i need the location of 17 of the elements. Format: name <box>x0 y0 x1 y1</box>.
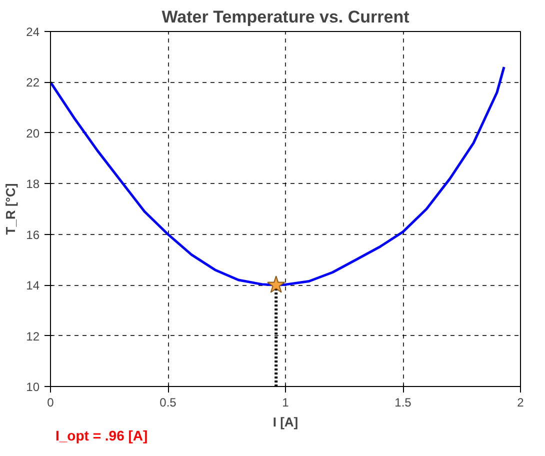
x-tick-label: 0 <box>47 396 54 410</box>
x-axis-title: I [A] <box>272 414 298 430</box>
y-tick-label: 12 <box>26 329 40 344</box>
y-tick-label: 16 <box>26 228 40 242</box>
y-tick-label: 24 <box>26 25 40 39</box>
y-tick-label: 18 <box>26 177 40 192</box>
y-tick-label: 14 <box>26 278 40 293</box>
chart-title: Water Temperature vs. Current <box>162 8 410 26</box>
y-tick-label: 22 <box>26 76 40 90</box>
x-tick-label: 1 <box>282 396 290 410</box>
y-axis-title: T_R [°C] <box>3 183 18 235</box>
x-tick-label: 2 <box>517 396 524 410</box>
x-tick-label: 0.5 <box>160 396 177 410</box>
text: I_opt = .96 [A] <box>56 428 148 444</box>
y-tick-label: 20 <box>26 126 40 140</box>
y-tick-label: 10 <box>26 380 40 394</box>
x-tick-label: 1.5 <box>394 396 412 410</box>
